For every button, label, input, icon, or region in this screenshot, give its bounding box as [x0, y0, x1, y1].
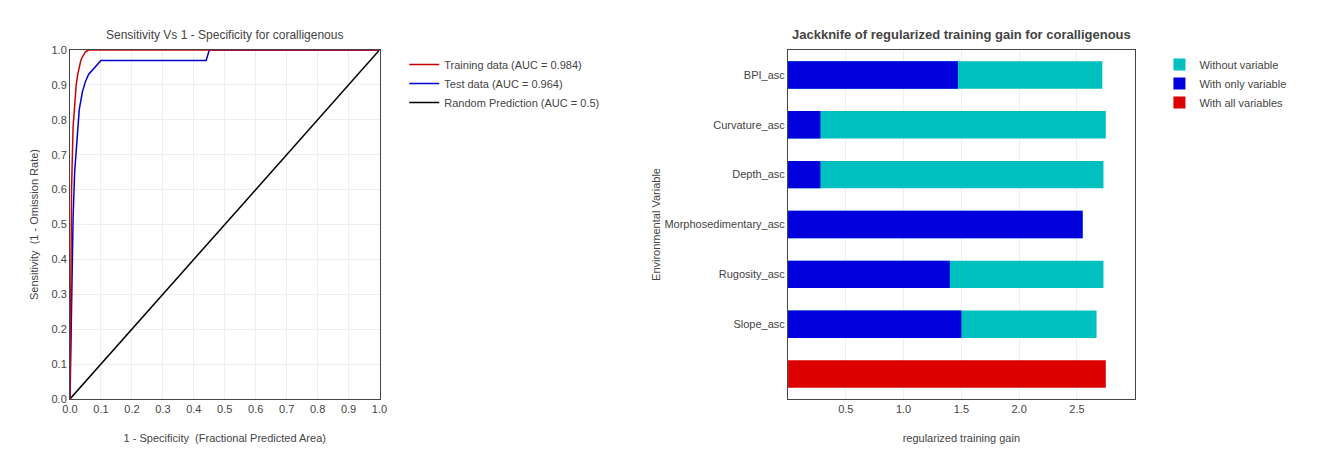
svg-text:0.9: 0.9	[341, 403, 356, 415]
svg-text:0.9: 0.9	[52, 79, 67, 91]
svg-text:0.2: 0.2	[52, 323, 67, 335]
svg-text:0.5: 0.5	[52, 218, 67, 230]
svg-text:1.0: 1.0	[896, 403, 911, 415]
svg-text:0.5: 0.5	[217, 403, 232, 415]
svg-text:0.3: 0.3	[155, 403, 170, 415]
svg-text:Depth_asc: Depth_asc	[732, 168, 785, 180]
svg-text:0.0: 0.0	[62, 403, 77, 415]
svg-text:Slope_asc: Slope_asc	[733, 318, 785, 330]
svg-text:Test data (AUC = 0.964): Test data (AUC = 0.964)	[444, 78, 562, 90]
svg-text:0.3: 0.3	[52, 288, 67, 300]
svg-text:Sensitivity (1 - Omission Rat: Sensitivity (1 - Omission Rate)	[28, 149, 40, 300]
svg-text:0.5: 0.5	[838, 403, 853, 415]
svg-text:1.0: 1.0	[372, 403, 387, 415]
svg-text:1.0: 1.0	[52, 44, 67, 56]
svg-text:1 - Specificity (Fractional P: 1 - Specificity (Fractional Predicted Ar…	[124, 432, 326, 444]
svg-text:Random Prediction (AUC = 0.5): Random Prediction (AUC = 0.5)	[444, 97, 599, 109]
svg-text:Sensitivity Vs 1 - Specificity: Sensitivity Vs 1 - Specificity for coral…	[106, 28, 343, 42]
svg-text:1.5: 1.5	[954, 403, 969, 415]
svg-text:Jackknife of regularized train: Jackknife of regularized training gain f…	[792, 27, 1131, 42]
svg-text:0.4: 0.4	[52, 253, 67, 265]
svg-text:BPI_asc: BPI_asc	[744, 69, 785, 81]
svg-text:0.0: 0.0	[52, 393, 67, 405]
svg-text:0.1: 0.1	[93, 403, 108, 415]
svg-text:With all variables: With all variables	[1199, 97, 1283, 109]
svg-text:Without variable: Without variable	[1199, 59, 1278, 71]
svg-text:0.8: 0.8	[52, 114, 67, 126]
svg-text:0.2: 0.2	[124, 403, 139, 415]
svg-text:Rugosity_asc: Rugosity_asc	[719, 268, 786, 280]
svg-text:2.0: 2.0	[1011, 403, 1026, 415]
svg-text:Morphosedimentary_asc: Morphosedimentary_asc	[664, 218, 785, 230]
svg-text:0.8: 0.8	[310, 403, 325, 415]
svg-text:Environmental Variable: Environmental Variable	[650, 168, 662, 281]
svg-text:Training data (AUC = 0.984): Training data (AUC = 0.984)	[444, 59, 581, 71]
svg-text:0.6: 0.6	[248, 403, 263, 415]
svg-text:0.6: 0.6	[52, 183, 67, 195]
svg-text:With only variable: With only variable	[1199, 78, 1286, 90]
svg-text:regularized training gain: regularized training gain	[903, 432, 1020, 444]
svg-text:0.7: 0.7	[279, 403, 294, 415]
svg-text:2.5: 2.5	[1069, 403, 1084, 415]
svg-text:0.7: 0.7	[52, 149, 67, 161]
svg-text:0.1: 0.1	[52, 358, 67, 370]
svg-text:0.4: 0.4	[186, 403, 201, 415]
svg-text:Curvature_asc: Curvature_asc	[713, 119, 785, 131]
